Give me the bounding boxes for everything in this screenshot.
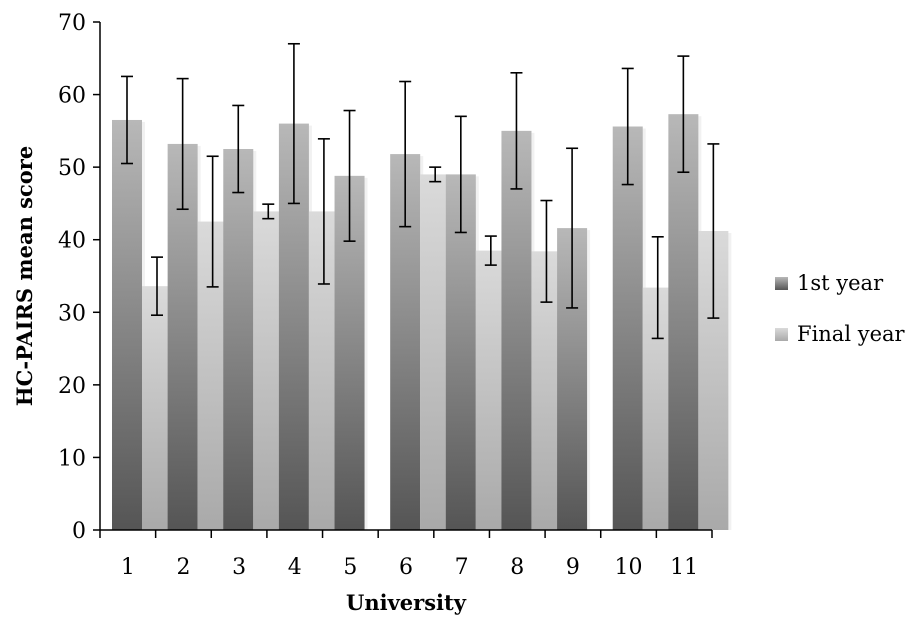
legend-label-final-year: Final year: [797, 322, 906, 346]
y-tick-label: 30: [58, 301, 86, 326]
x-tick-label: 1: [121, 555, 135, 580]
error-bars-layer: [121, 42, 720, 340]
axes-layer: [93, 21, 713, 538]
tick-labels-layer: 0 10 20 30 40 50 60 70 1 2 3 4 5 6 7 8 9 10 11: [58, 11, 698, 580]
x-tick-label: 9: [566, 555, 580, 580]
y-tick-label: 70: [58, 11, 86, 36]
bar-final-year-6: [420, 174, 451, 530]
legend-swatch-final-year: [775, 328, 788, 341]
x-tick-label: 2: [176, 555, 190, 580]
legend-label-1st-year: 1st year: [797, 271, 884, 295]
x-tick-label: 7: [455, 555, 469, 580]
bar-final-year-1: [142, 286, 172, 530]
y-tick-label: 10: [58, 446, 86, 471]
y-axis-title: HC-PAIRS mean score: [12, 146, 37, 406]
legend-swatch-1st-year: [775, 277, 788, 290]
x-tick-label: 3: [232, 555, 246, 580]
x-tick-label: 5: [343, 555, 357, 580]
bar-1st-year-1: [112, 119, 142, 530]
y-tick-label: 20: [58, 374, 86, 399]
bar-1st-year-8: [501, 130, 532, 530]
y-tick-label: 40: [58, 229, 86, 254]
x-tick-label: 4: [288, 555, 302, 580]
x-tick-label: 8: [510, 555, 524, 580]
x-tick-label: 6: [399, 555, 413, 580]
y-tick-label: 60: [58, 84, 86, 109]
x-tick-label: 11: [670, 555, 698, 580]
y-tick-label: 0: [72, 519, 86, 544]
x-axis-title: University: [346, 590, 467, 615]
bar-1st-year-3: [223, 149, 254, 530]
bar-final-year-7: [475, 250, 506, 530]
y-tick-label: 50: [58, 156, 86, 181]
bars-layer: [112, 114, 732, 531]
bar-1st-year-11: [668, 114, 699, 530]
legend: 1st year Final year: [775, 271, 906, 346]
bar-final-year-3: [253, 211, 284, 530]
bar-1st-year-10: [612, 126, 643, 530]
bar-1st-year-7: [445, 174, 476, 530]
x-tick-label: 10: [615, 555, 643, 580]
